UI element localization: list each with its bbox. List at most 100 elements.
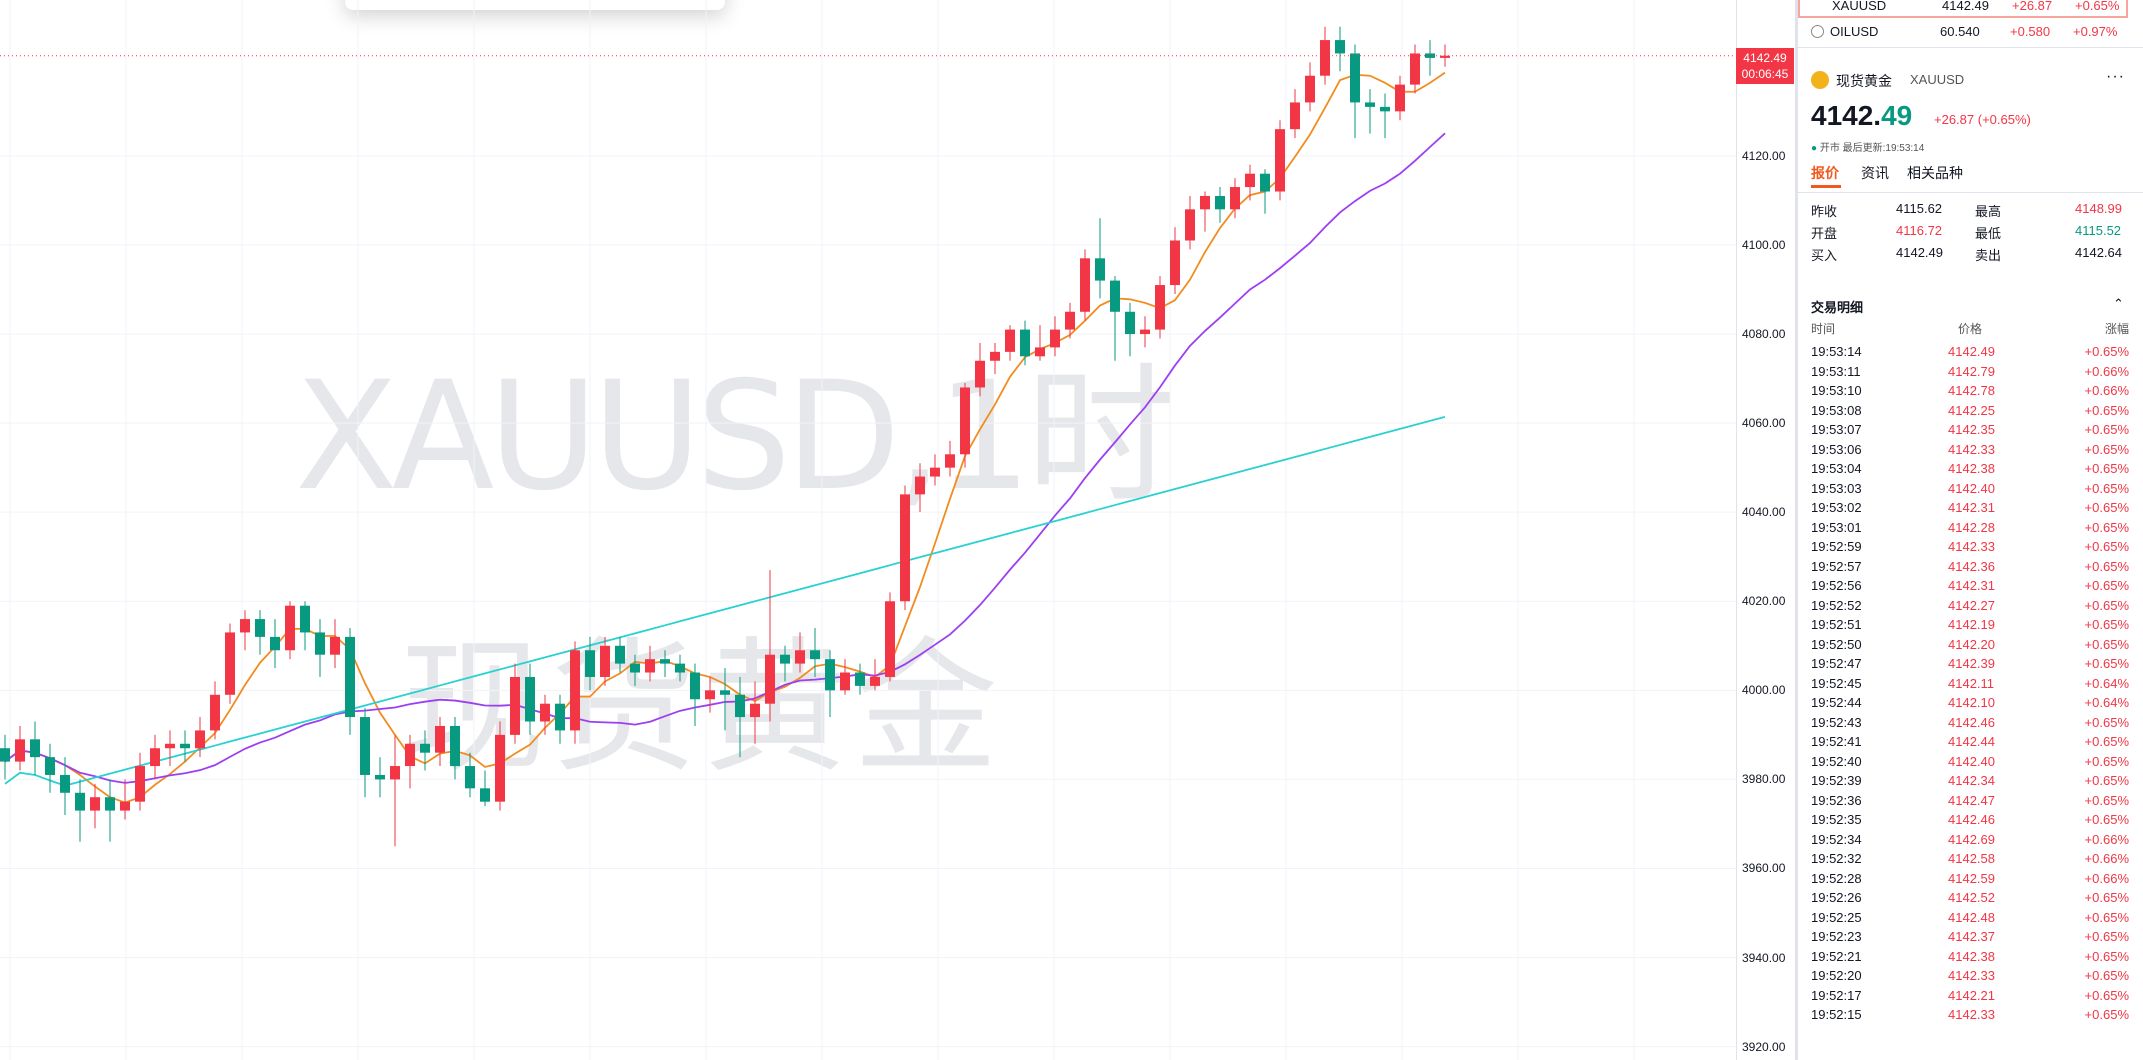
candle-body: [1065, 311, 1075, 330]
stat-label: 卖出: [1975, 248, 2002, 263]
trade-price: 4142.33: [1948, 968, 1995, 983]
trade-row: 19:52:44 4142.10 +0.64%: [1798, 693, 2143, 713]
candle-body: [870, 676, 880, 686]
trade-change: +0.65%: [2084, 558, 2129, 574]
trade-time: 19:52:41: [1811, 734, 1862, 749]
trade-time: 19:52:25: [1811, 909, 1862, 925]
candle-body: [1260, 173, 1270, 192]
trades-header-change: 涨幅: [2104, 322, 2129, 336]
trade-time: 19:52:26: [1811, 890, 1862, 905]
candle-body: [210, 694, 220, 731]
chart-area[interactable]: XAUUSD,1时 现货黄金: [0, 0, 1736, 1060]
panel-divider[interactable]: [1795, 0, 1798, 1060]
trade-change: +0.65%: [2084, 597, 2129, 613]
trade-time: 19:53:06: [1811, 441, 1862, 457]
floating-toolbar[interactable]: [345, 0, 725, 10]
trade-row: 19:53:02 4142.31 +0.65%: [1798, 498, 2143, 518]
candle-body: [885, 601, 895, 677]
candle-body: [45, 757, 55, 775]
trade-time: 19:52:34: [1811, 831, 1862, 847]
price-decimal: 49: [1881, 100, 1913, 131]
trade-change: +0.64%: [2084, 695, 2129, 710]
trade-row: 19:53:01 4142.28 +0.65%: [1798, 518, 2143, 538]
trade-change: +0.66%: [2084, 870, 2129, 886]
trade-price: 4142.78: [1948, 383, 1995, 398]
price-axis[interactable]: 4120.00 4100.00 4080.00 4060.00 4040.00 4020.…: [1736, 0, 1796, 1060]
trade-price: 4142.33: [1948, 441, 1995, 457]
candle-body: [1290, 102, 1300, 130]
ma-long-line: [4, 416, 1446, 787]
candle-body: [1155, 285, 1165, 330]
trade-price: 4142.20: [1948, 636, 1995, 652]
trade-time: 19:53:11: [1811, 363, 1861, 379]
tab-related[interactable]: 相关品种: [1907, 165, 1963, 181]
price-axis-tick: 4040.00: [1742, 505, 1786, 520]
price-axis-tick: 3940.00: [1742, 950, 1786, 965]
stat-open: 4116.72: [1896, 223, 1943, 238]
trade-change: +0.65%: [2084, 441, 2129, 457]
watchlist-row-xauusd[interactable]: XAUUSD 4142.49 +26.87 +0.65%: [1798, 0, 2128, 18]
trade-price: 4142.27: [1948, 597, 1995, 613]
trade-time: 19:53:08: [1811, 402, 1862, 418]
candle-body: [615, 645, 625, 664]
trade-price: 4142.52: [1948, 890, 1995, 905]
watchlist-change: +0.580: [2010, 24, 2051, 39]
current-price: 4142.49: [1811, 100, 1912, 132]
trade-row: 19:52:21 4142.38 +0.65%: [1798, 947, 2143, 967]
candle-body: [30, 739, 40, 758]
tab-news[interactable]: 资讯: [1861, 165, 1889, 181]
candle-body: [1320, 40, 1330, 76]
candle-body: [930, 467, 940, 477]
trade-row: 19:52:17 4142.21 +0.65%: [1798, 986, 2143, 1006]
candle-body: [1335, 40, 1345, 54]
trade-time: 19:52:52: [1811, 597, 1862, 613]
candle-body: [540, 703, 550, 722]
trade-time: 19:52:23: [1811, 929, 1862, 944]
trade-change: +0.65%: [2084, 753, 2129, 769]
trade-price: 4142.35: [1948, 422, 1995, 437]
candle-body: [1005, 329, 1015, 352]
trade-row: 19:52:36 4142.47 +0.65%: [1798, 791, 2143, 811]
tab-quote[interactable]: 报价: [1811, 165, 1839, 181]
trade-price: 4142.21: [1948, 987, 1995, 1003]
trade-row: 19:52:52 4142.27 +0.65%: [1798, 596, 2143, 616]
quote-stats: 昨收 4115.62 最高 4148.99 开盘 4116.72 最低 4115…: [1798, 192, 2143, 277]
symbol-name: 现货黄金: [1836, 73, 1892, 89]
trade-time: 19:52:45: [1811, 675, 1862, 691]
candle-body: [1095, 258, 1105, 281]
trade-price: 4142.25: [1948, 402, 1995, 418]
candle-body: [555, 703, 565, 731]
candle-body: [795, 650, 805, 664]
trade-row: 19:52:47 4142.39 +0.65%: [1798, 654, 2143, 674]
watchlist-row-oilusd[interactable]: OILUSD 60.540 +0.580 +0.97%: [1798, 18, 2128, 46]
candle-body: [1365, 102, 1375, 107]
trade-change: +0.65%: [2084, 422, 2129, 437]
candle-body: [975, 360, 985, 388]
trade-time: 19:53:07: [1811, 422, 1862, 437]
trade-price: 4142.38: [1948, 948, 1995, 964]
stat-low: 4115.52: [2075, 223, 2122, 238]
trade-price: 4142.38: [1948, 461, 1995, 476]
watchlist-symbol: XAUUSD: [1832, 0, 1887, 13]
price-axis-tick: 4060.00: [1742, 416, 1786, 431]
candle-body: [720, 690, 730, 695]
trade-change: +0.65%: [2084, 617, 2129, 632]
trade-price: 4142.10: [1948, 695, 1995, 710]
candle-body: [570, 650, 580, 731]
candlestick-chart[interactable]: [0, 0, 1736, 1060]
candle-body: [75, 792, 85, 811]
more-icon[interactable]: ···: [2106, 68, 2125, 85]
candle-body: [420, 743, 430, 753]
candle-body: [855, 672, 865, 686]
trade-time: 19:52:47: [1811, 656, 1862, 671]
trade-time: 19:52:17: [1811, 987, 1862, 1003]
collapse-icon[interactable]: ⌃: [2113, 296, 2124, 311]
trade-change: +0.65%: [2084, 929, 2129, 944]
price-axis-tick: 4120.00: [1742, 148, 1786, 163]
trade-change: +0.65%: [2084, 714, 2129, 730]
trade-price: 4142.46: [1948, 714, 1995, 730]
trade-row: 19:53:14 4142.49 +0.65%: [1798, 342, 2143, 362]
trade-change: +0.65%: [2084, 578, 2129, 593]
candle-body: [1410, 53, 1420, 85]
watchlist-price: 60.540: [1940, 24, 1980, 39]
